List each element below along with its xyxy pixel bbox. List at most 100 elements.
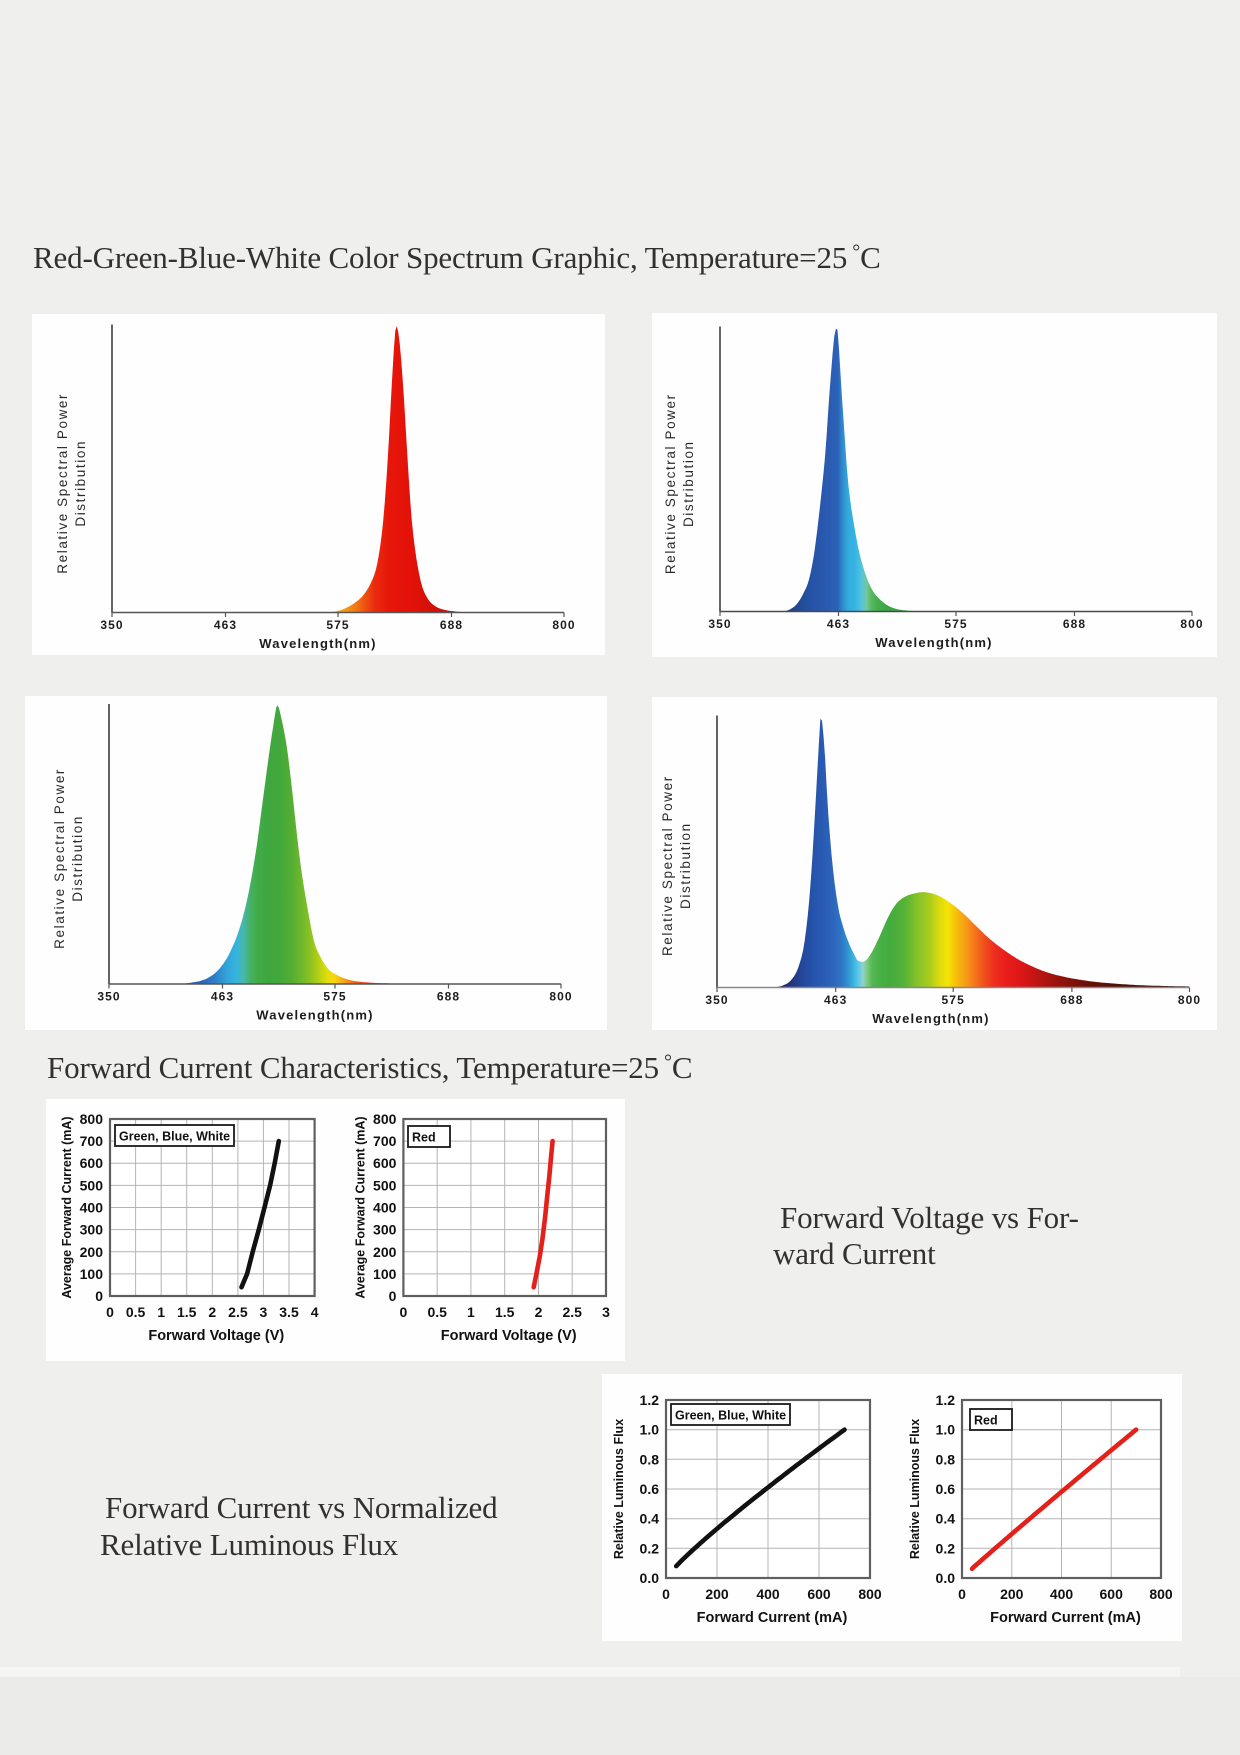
svg-text:Wavelength(nm): Wavelength(nm) [872, 1011, 989, 1026]
svg-text:0.8: 0.8 [640, 1451, 660, 1467]
svg-text:200: 200 [373, 1244, 397, 1260]
svg-text:Average Forward Current (mA): Average Forward Current (mA) [60, 1116, 74, 1298]
svg-text:0: 0 [400, 1304, 408, 1320]
svg-text:0: 0 [95, 1288, 103, 1304]
svg-text:Forward Voltage (V): Forward Voltage (V) [441, 1328, 577, 1344]
svg-text:400: 400 [373, 1200, 397, 1216]
svg-text:600: 600 [80, 1155, 104, 1171]
svg-text:0: 0 [958, 1586, 966, 1602]
svg-text:100: 100 [373, 1266, 397, 1282]
svg-text:0: 0 [389, 1288, 397, 1304]
svg-text:500: 500 [80, 1177, 104, 1193]
svg-text:350: 350 [100, 618, 123, 632]
svg-text:0.4: 0.4 [936, 1511, 956, 1527]
svg-text:0.5: 0.5 [126, 1304, 146, 1320]
svg-text:1.5: 1.5 [495, 1304, 515, 1320]
svg-text:1.2: 1.2 [640, 1392, 660, 1408]
svg-text:1: 1 [157, 1304, 165, 1320]
svg-text:2.5: 2.5 [228, 1304, 248, 1320]
svg-text:Wavelength(nm): Wavelength(nm) [256, 1008, 373, 1023]
svg-text:463: 463 [214, 618, 237, 632]
svg-text:1: 1 [467, 1304, 475, 1320]
svg-text:800: 800 [1149, 1586, 1173, 1602]
svg-text:100: 100 [80, 1266, 104, 1282]
svg-text:Distribution: Distribution [73, 440, 88, 527]
svg-text:0.5: 0.5 [427, 1304, 447, 1320]
svg-text:4: 4 [311, 1304, 319, 1320]
svg-text:Average Forward Current (mA): Average Forward Current (mA) [353, 1116, 367, 1298]
svg-text:400: 400 [1050, 1586, 1074, 1602]
svg-text:800: 800 [552, 618, 575, 632]
svg-text:700: 700 [373, 1133, 397, 1149]
svg-text:300: 300 [373, 1222, 397, 1238]
svg-text:350: 350 [97, 990, 120, 1004]
svg-text:Red: Red [412, 1131, 436, 1145]
svg-text:2: 2 [208, 1304, 216, 1320]
svg-text:3: 3 [260, 1304, 268, 1320]
svg-text:688: 688 [1063, 617, 1086, 631]
svg-text:700: 700 [80, 1133, 104, 1149]
svg-text:Relative Spectral Power: Relative Spectral Power [663, 393, 678, 574]
svg-text:463: 463 [211, 990, 234, 1004]
svg-text:800: 800 [1180, 617, 1203, 631]
svg-text:Forward Current (mA): Forward Current (mA) [990, 1610, 1141, 1626]
svg-text:Relative Spectral Power: Relative Spectral Power [55, 393, 70, 574]
svg-text:350: 350 [708, 617, 731, 631]
svg-text:200: 200 [1000, 1586, 1024, 1602]
svg-text:0: 0 [106, 1304, 114, 1320]
svg-text:Relative Spectral Power: Relative Spectral Power [660, 775, 675, 956]
svg-text:800: 800 [80, 1111, 104, 1127]
svg-text:350: 350 [705, 993, 728, 1007]
svg-text:463: 463 [824, 993, 847, 1007]
svg-text:688: 688 [440, 618, 463, 632]
svg-text:300: 300 [80, 1222, 104, 1238]
svg-text:0.6: 0.6 [936, 1481, 956, 1497]
svg-text:Green, Blue, White: Green, Blue, White [119, 1130, 230, 1144]
svg-text:0.6: 0.6 [640, 1481, 660, 1497]
svg-text:Red: Red [974, 1414, 998, 1428]
svg-text:1.5: 1.5 [177, 1304, 197, 1320]
svg-text:688: 688 [1060, 993, 1083, 1007]
svg-text:0.8: 0.8 [936, 1451, 956, 1467]
svg-text:400: 400 [80, 1200, 104, 1216]
svg-text:0.2: 0.2 [936, 1540, 956, 1556]
svg-text:200: 200 [705, 1586, 729, 1602]
svg-text:Wavelength(nm): Wavelength(nm) [259, 636, 376, 651]
svg-text:0.0: 0.0 [936, 1570, 956, 1586]
svg-text:1.2: 1.2 [936, 1392, 956, 1408]
svg-text:Distribution: Distribution [678, 822, 693, 909]
svg-text:0.2: 0.2 [640, 1540, 660, 1556]
svg-text:575: 575 [326, 618, 349, 632]
svg-text:800: 800 [549, 990, 572, 1004]
svg-text:600: 600 [1100, 1586, 1124, 1602]
svg-text:Green, Blue, White: Green, Blue, White [675, 1409, 786, 1423]
svg-text:200: 200 [80, 1244, 104, 1260]
svg-text:Wavelength(nm): Wavelength(nm) [875, 635, 992, 650]
svg-text:575: 575 [944, 617, 967, 631]
svg-text:800: 800 [1178, 993, 1201, 1007]
svg-text:Distribution: Distribution [681, 440, 696, 527]
svg-text:0.4: 0.4 [640, 1511, 660, 1527]
svg-text:2.5: 2.5 [562, 1304, 582, 1320]
svg-text:688: 688 [437, 990, 460, 1004]
svg-text:Relative Spectral Power: Relative Spectral Power [52, 768, 67, 949]
svg-text:1.0: 1.0 [936, 1422, 956, 1438]
svg-text:Relative Luminous Flux: Relative Luminous Flux [612, 1419, 626, 1559]
svg-text:575: 575 [942, 993, 965, 1007]
svg-text:3.5: 3.5 [279, 1304, 299, 1320]
svg-text:0: 0 [662, 1586, 670, 1602]
svg-text:2: 2 [535, 1304, 543, 1320]
svg-text:3: 3 [602, 1304, 610, 1320]
svg-text:Distribution: Distribution [70, 815, 85, 902]
svg-text:800: 800 [373, 1111, 397, 1127]
svg-text:Forward Voltage (V): Forward Voltage (V) [148, 1328, 284, 1344]
svg-text:600: 600 [807, 1586, 831, 1602]
svg-text:500: 500 [373, 1177, 397, 1193]
svg-text:800: 800 [858, 1586, 882, 1602]
svg-text:575: 575 [323, 990, 346, 1004]
svg-text:Forward Current (mA): Forward Current (mA) [697, 1610, 848, 1626]
svg-text:Relative Luminous Flux: Relative Luminous Flux [908, 1419, 922, 1559]
svg-text:400: 400 [756, 1586, 780, 1602]
svg-text:600: 600 [373, 1155, 397, 1171]
svg-text:0.0: 0.0 [640, 1570, 660, 1586]
